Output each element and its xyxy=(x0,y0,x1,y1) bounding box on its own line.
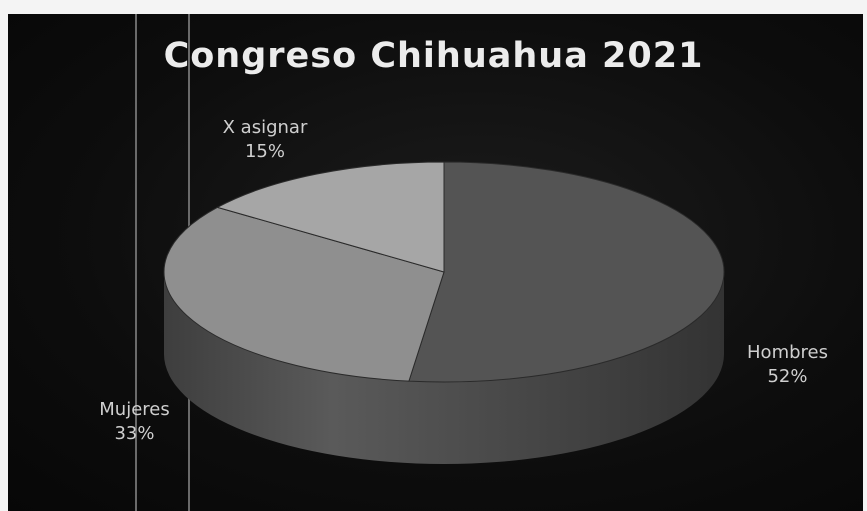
label-mujeres-value: 33% xyxy=(114,423,155,444)
pie-slice-mujeres xyxy=(163,206,445,382)
label-mujeres-name: Mujeres xyxy=(99,399,170,420)
label-mujeres: Mujeres 33% xyxy=(72,398,197,446)
label-x-asignar-value: 15% xyxy=(244,141,285,162)
pie-side-wall xyxy=(164,272,724,464)
label-x-asignar-name: X asignar xyxy=(222,117,308,138)
pie-slice-x-asignar xyxy=(216,161,445,273)
label-hombres-value: 52% xyxy=(767,366,808,387)
scan-line-left xyxy=(135,14,137,511)
label-x-asignar: X asignar 15% xyxy=(205,116,325,164)
label-hombres: Hombres 52% xyxy=(725,341,850,389)
chart-title: Congreso Chihuahua 2021 xyxy=(163,36,704,76)
pie-slice-hombres xyxy=(408,161,725,383)
label-hombres-name: Hombres xyxy=(747,342,828,363)
